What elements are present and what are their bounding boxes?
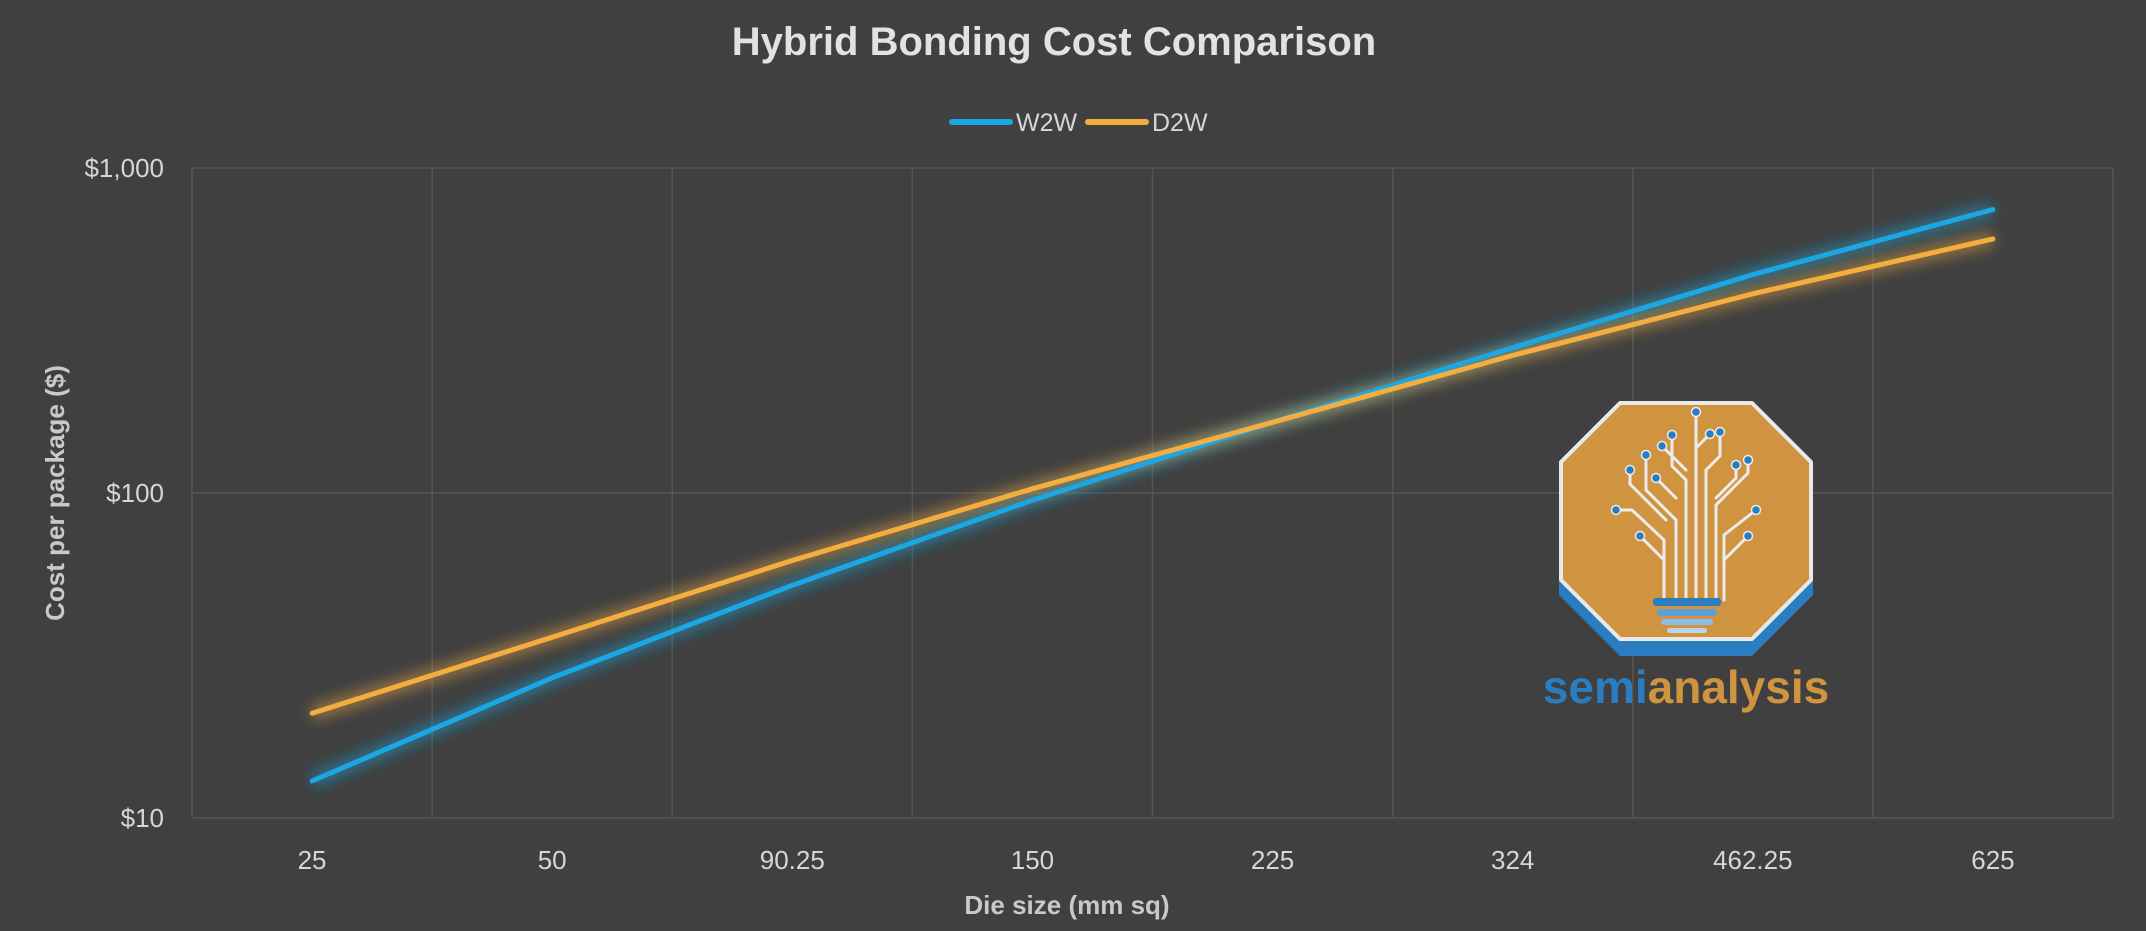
logo-text-analysis: analysis: [1648, 661, 1830, 713]
chart-title: Hybrid Bonding Cost Comparison: [732, 20, 1376, 64]
y-tick-label: $10: [121, 803, 164, 833]
legend-label-d2w: D2W: [1152, 109, 1208, 137]
x-tick-label: 324: [1491, 845, 1534, 875]
semianalysis-logo: semianalysis: [1543, 401, 1829, 713]
series-line-w2w: [309, 207, 1996, 784]
series-layer: [309, 202, 1996, 788]
logo-text-semi: semi: [1543, 661, 1648, 713]
x-tick-label: 462.25: [1713, 845, 1793, 875]
x-axis-title: Die size (mm sq): [964, 890, 1169, 920]
y-tick-label: $100: [106, 478, 164, 508]
logo-circuit-tree: [1614, 410, 1758, 602]
legend: W2W D2W: [949, 109, 1208, 137]
x-tick-label: 50: [538, 845, 567, 875]
y-axis-title: Cost per package ($): [40, 365, 70, 621]
x-tick-label: 25: [298, 845, 327, 875]
x-tick-label: 225: [1251, 845, 1294, 875]
gridlines: [191, 167, 2114, 819]
x-tick-label: 625: [1971, 845, 2014, 875]
y-axis-ticks: $10 $100 $1,000: [84, 153, 164, 833]
x-tick-label: 90.25: [760, 845, 825, 875]
y-tick-label: $1,000: [84, 153, 164, 183]
logo-bulb-base: [1653, 598, 1721, 633]
x-axis-ticks: 25 50 90.25 150 225 324 462.25 625: [298, 845, 2015, 875]
legend-label-w2w: W2W: [1016, 109, 1078, 137]
logo-wordmark: semianalysis: [1543, 661, 1829, 713]
x-tick-label: 150: [1011, 845, 1054, 875]
series-line-d2w: [309, 236, 1996, 716]
logo-circuit-nodes: [1610, 406, 1762, 542]
